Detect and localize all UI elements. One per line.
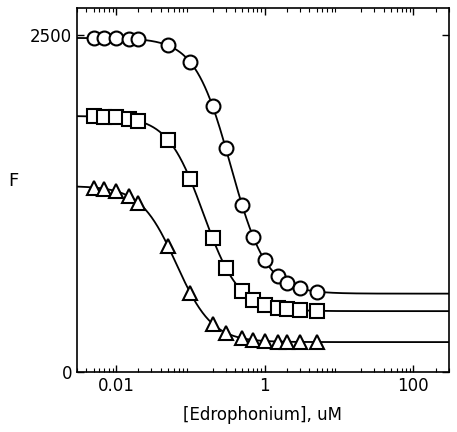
X-axis label: [Edrophonium], uM: [Edrophonium], uM [183, 406, 342, 424]
Y-axis label: F: F [8, 172, 19, 190]
